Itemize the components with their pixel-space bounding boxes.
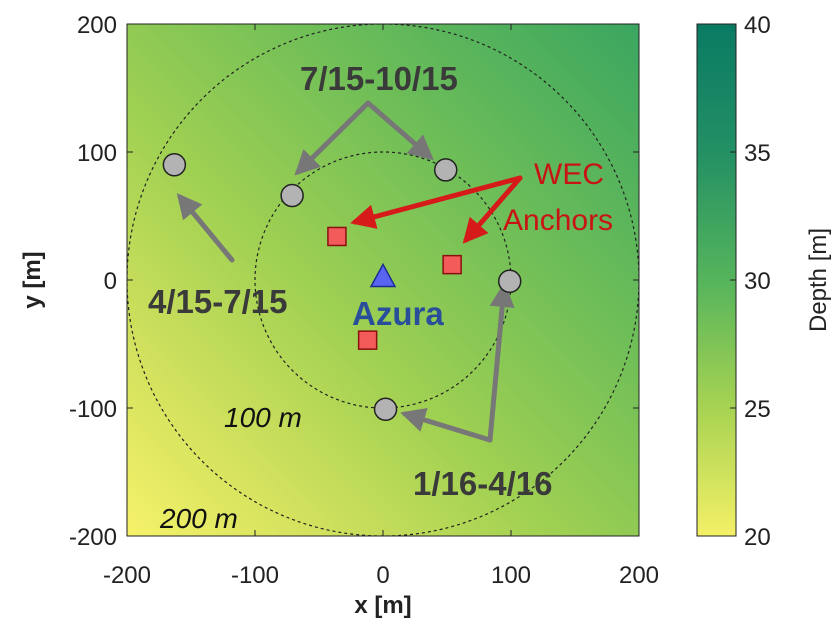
x-tick-label: -200 xyxy=(103,562,151,589)
buoy-point xyxy=(280,183,304,208)
x-tick-label: 0 xyxy=(376,562,389,589)
colorbar-tick-label: 40 xyxy=(744,12,771,39)
y-tick-label: 200 xyxy=(77,12,117,39)
arrow-1-16-left xyxy=(400,407,493,443)
arrow-wec-right xyxy=(462,175,523,244)
x-tick-label: -100 xyxy=(231,562,279,589)
x-tick-label: 200 xyxy=(619,562,659,589)
annotation-200m: 200 m xyxy=(159,503,238,534)
x-tick-label: 100 xyxy=(491,562,531,589)
arrow-7-15-to-right xyxy=(365,100,434,161)
y-tick-label: -100 xyxy=(69,396,117,423)
buoy-point xyxy=(373,397,398,422)
arrow-7-15-to-left xyxy=(294,100,371,176)
buoy-point xyxy=(162,153,187,177)
arrow-1-16-up xyxy=(487,282,515,443)
annotation-1-16: 1/16-4/16 xyxy=(413,465,552,502)
colorbar-tick-label: 30 xyxy=(744,268,771,295)
annotation-wec: WEC xyxy=(534,158,604,191)
annotation-4-15: 4/15-7/15 xyxy=(148,283,287,320)
y-axis-label: y [m] xyxy=(19,251,46,308)
annotation-arrows xyxy=(176,100,523,443)
colorbar-tick-label: 35 xyxy=(744,140,771,167)
y-tick-label: 100 xyxy=(77,140,117,167)
anchor-point xyxy=(442,254,462,275)
buoy-point xyxy=(433,158,458,182)
annotation-7-15: 7/15-10/15 xyxy=(300,60,458,97)
colorbar-tick-label: 20 xyxy=(744,524,771,551)
arrow-4-15 xyxy=(176,193,235,263)
annotation-anchors: Anchors xyxy=(503,204,613,237)
buoy-point xyxy=(497,269,522,294)
anchor-point xyxy=(327,226,347,247)
anchor-point xyxy=(357,330,378,350)
annotations: 7/15-10/15 4/15-7/15 1/16-4/16 Azura WEC… xyxy=(148,60,613,534)
azura-point xyxy=(369,262,397,288)
colorbar-label: Depth [m] xyxy=(805,228,832,332)
arrow-wec-left xyxy=(350,175,523,229)
y-tick-label: -200 xyxy=(69,524,117,551)
colorbar xyxy=(696,23,737,537)
annotation-azura: Azura xyxy=(352,295,444,332)
y-tick-label: 0 xyxy=(104,268,117,295)
x-axis-label: x [m] xyxy=(354,592,411,619)
annotation-100m: 100 m xyxy=(224,402,302,433)
colorbar-tick-label: 25 xyxy=(744,396,771,423)
